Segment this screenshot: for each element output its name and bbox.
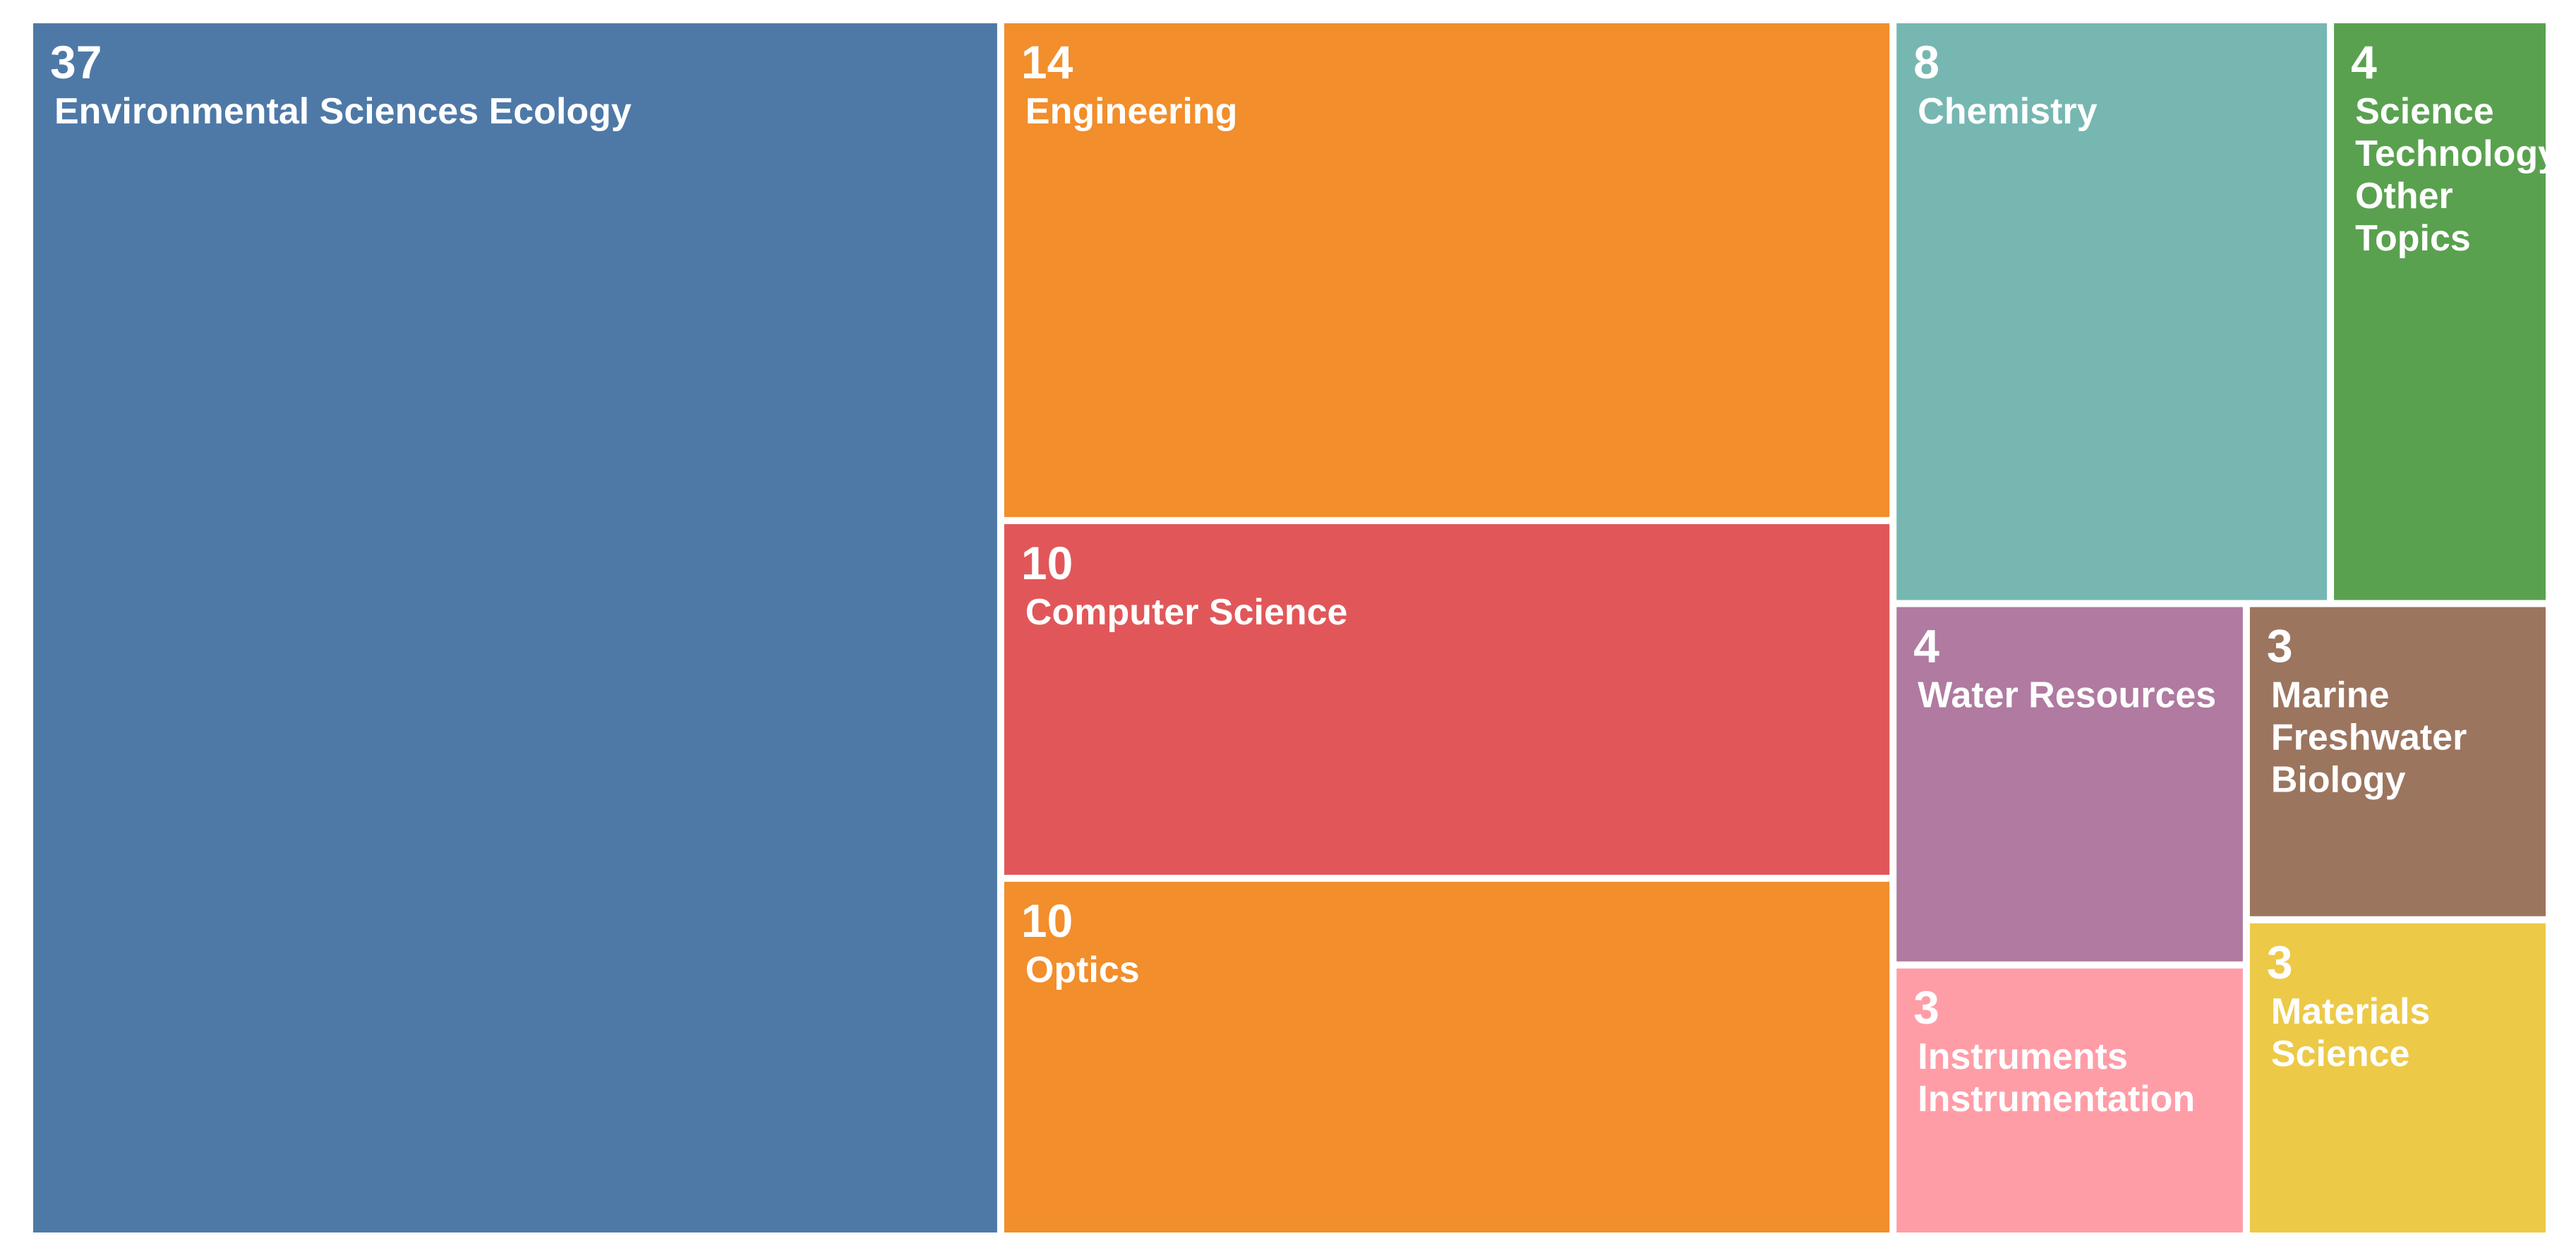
tile-label: Science — [2271, 1034, 2410, 1074]
tile-value: 4 — [2351, 36, 2377, 88]
tile-label: Computer Science — [1025, 592, 1348, 633]
tile-rect — [1896, 968, 2243, 1232]
tile-label: Instruments — [1918, 1036, 2128, 1077]
tile-value: 37 — [50, 36, 102, 88]
tile-value: 8 — [1913, 36, 1939, 88]
tile-label: Instrumentation — [1918, 1079, 2195, 1120]
tile-value: 10 — [1021, 537, 1073, 589]
tile-value: 3 — [1913, 981, 1939, 1034]
tile-value: 3 — [2267, 620, 2293, 672]
tile-label: Other — [2355, 176, 2453, 217]
tile-label: Marine — [2271, 675, 2390, 716]
tile-label: Science — [2355, 91, 2494, 132]
tile-label: Water Resources — [1918, 675, 2216, 716]
tile-label: Freshwater — [2271, 717, 2467, 758]
tile-label: Chemistry — [1918, 91, 2097, 132]
tile-label: Materials — [2271, 991, 2430, 1032]
tile-rect — [2249, 607, 2546, 916]
tile-rect — [1004, 881, 1890, 1232]
tile-label: Topics — [2355, 218, 2471, 259]
tile-rect — [2249, 923, 2546, 1232]
tile-label: Technology — [2355, 133, 2558, 174]
tile-label: Engineering — [1025, 91, 1237, 132]
tile-value: 3 — [2267, 936, 2293, 988]
tile-rect — [1896, 607, 2243, 962]
tile-rect — [33, 23, 997, 1232]
tile-rect — [1004, 523, 1890, 875]
tile-rect — [1004, 23, 1890, 517]
tile-label: Environmental Sciences Ecology — [54, 91, 632, 132]
tile-rect — [2334, 23, 2546, 600]
tile-rect — [1896, 23, 2328, 600]
tile-label: Optics — [1025, 950, 1140, 991]
tile-value: 4 — [1913, 620, 1939, 672]
tile-value: 14 — [1021, 36, 1073, 88]
tile-value: 10 — [1021, 895, 1073, 947]
tile-label: Biology — [2271, 760, 2406, 801]
